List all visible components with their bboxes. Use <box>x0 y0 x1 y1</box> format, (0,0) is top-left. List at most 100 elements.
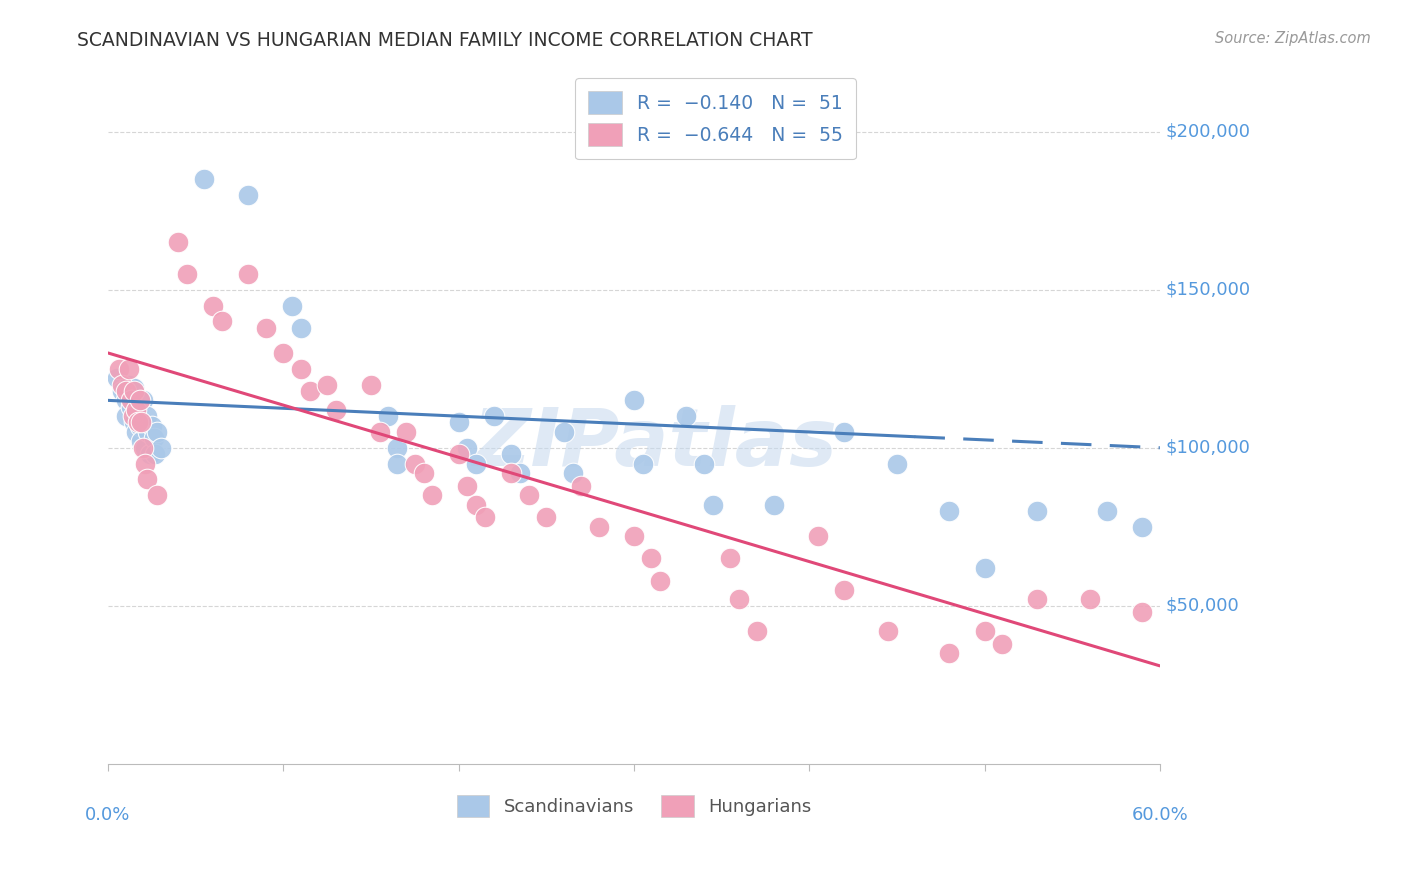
Point <box>623 529 645 543</box>
Point <box>254 320 277 334</box>
Point <box>395 425 418 439</box>
Point <box>132 416 155 430</box>
Point <box>149 441 172 455</box>
Point <box>420 488 443 502</box>
Point <box>623 393 645 408</box>
Point <box>474 510 496 524</box>
Point <box>631 457 654 471</box>
Point <box>938 646 960 660</box>
Legend: Scandinavians, Hungarians: Scandinavians, Hungarians <box>450 788 818 824</box>
Point <box>129 416 152 430</box>
Point <box>128 393 150 408</box>
Text: Source: ZipAtlas.com: Source: ZipAtlas.com <box>1215 31 1371 46</box>
Point <box>134 441 156 455</box>
Point <box>111 384 134 398</box>
Point <box>127 416 149 430</box>
Point <box>1026 592 1049 607</box>
Point <box>465 498 488 512</box>
Point <box>202 299 225 313</box>
Text: $150,000: $150,000 <box>1166 281 1250 299</box>
Point <box>675 409 697 424</box>
Point <box>412 466 434 480</box>
Point <box>114 384 136 398</box>
Point <box>114 409 136 424</box>
Point <box>139 447 162 461</box>
Point <box>1130 520 1153 534</box>
Point <box>298 384 321 398</box>
Point <box>973 561 995 575</box>
Point <box>718 551 741 566</box>
Point <box>640 551 662 566</box>
Point <box>132 441 155 455</box>
Point <box>553 425 575 439</box>
Point <box>281 299 304 313</box>
Point <box>991 637 1014 651</box>
Point <box>238 267 260 281</box>
Point <box>973 624 995 638</box>
Point <box>807 529 830 543</box>
Point <box>877 624 900 638</box>
Point <box>702 498 724 512</box>
Point <box>447 447 470 461</box>
Point <box>111 377 134 392</box>
Point <box>561 466 583 480</box>
Point <box>447 416 470 430</box>
Point <box>832 582 855 597</box>
Point <box>465 457 488 471</box>
Text: SCANDINAVIAN VS HUNGARIAN MEDIAN FAMILY INCOME CORRELATION CHART: SCANDINAVIAN VS HUNGARIAN MEDIAN FAMILY … <box>77 31 813 50</box>
Point <box>120 400 142 414</box>
Point <box>125 402 148 417</box>
Point <box>143 447 166 461</box>
Point <box>124 381 146 395</box>
Text: 0.0%: 0.0% <box>86 805 131 823</box>
Point <box>1130 605 1153 619</box>
Point <box>1097 504 1119 518</box>
Text: $200,000: $200,000 <box>1166 123 1250 141</box>
Point <box>517 488 540 502</box>
Point <box>125 425 148 439</box>
Point <box>136 425 159 439</box>
Point <box>142 431 165 445</box>
Point <box>290 320 312 334</box>
Point <box>938 504 960 518</box>
Point <box>176 267 198 281</box>
Point <box>745 624 768 638</box>
Point <box>509 466 531 480</box>
Point <box>325 402 347 417</box>
Point <box>118 361 141 376</box>
Point <box>114 393 136 408</box>
Point <box>128 418 150 433</box>
Point <box>1078 592 1101 607</box>
Point <box>271 346 294 360</box>
Point <box>167 235 190 250</box>
Point <box>135 409 157 424</box>
Point <box>211 314 233 328</box>
Point <box>763 498 786 512</box>
Point <box>456 441 478 455</box>
Point <box>728 592 751 607</box>
Point <box>404 457 426 471</box>
Point <box>886 457 908 471</box>
Point <box>569 479 592 493</box>
Point <box>127 402 149 417</box>
Point <box>120 393 142 408</box>
Text: ZIPatlas: ZIPatlas <box>472 405 838 483</box>
Point <box>105 371 128 385</box>
Point <box>1026 504 1049 518</box>
Point <box>501 447 523 461</box>
Point <box>238 188 260 202</box>
Point <box>360 377 382 392</box>
Point <box>118 377 141 392</box>
Text: $50,000: $50,000 <box>1166 597 1239 615</box>
Point <box>650 574 672 588</box>
Point <box>387 441 409 455</box>
Point <box>124 416 146 430</box>
Point <box>456 479 478 493</box>
Point <box>832 425 855 439</box>
Text: $100,000: $100,000 <box>1166 439 1250 457</box>
Point <box>290 361 312 376</box>
Point <box>387 457 409 471</box>
Point <box>146 425 169 439</box>
Point <box>316 377 339 392</box>
Point <box>129 434 152 449</box>
